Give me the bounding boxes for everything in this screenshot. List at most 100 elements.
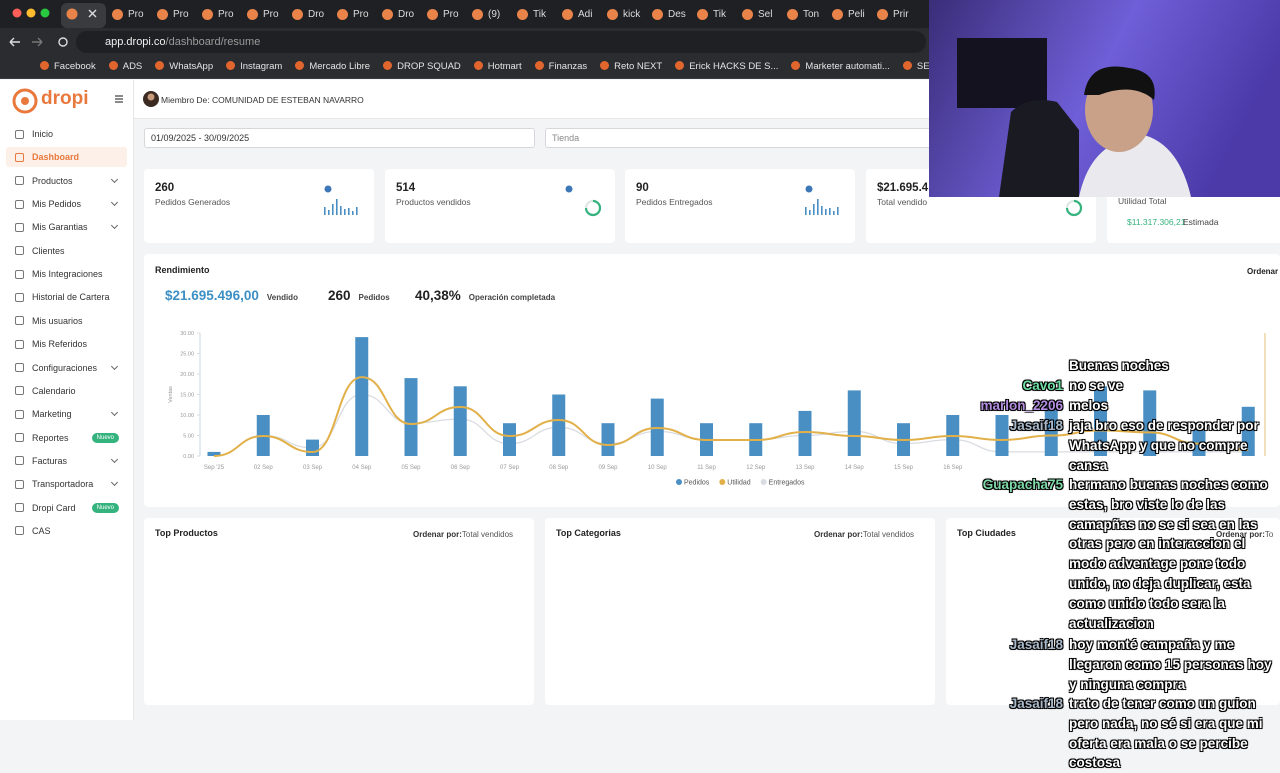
- menu-item[interactable]: Transportadora: [6, 474, 127, 494]
- menu-icon: [15, 152, 24, 162]
- panel-sort[interactable]: Ordenar por:Total vendidos: [814, 530, 914, 539]
- menu-item[interactable]: Marketing: [6, 404, 127, 424]
- menu-item[interactable]: Dashboard: [6, 147, 127, 168]
- panel-sort[interactable]: Ordenar por:Total vendidos: [413, 530, 513, 539]
- tab-icon: [157, 8, 168, 20]
- menu-item[interactable]: Mis Referidos: [6, 334, 127, 354]
- menu-chevron: [110, 362, 119, 370]
- browser-tab[interactable]: (9): [472, 6, 500, 22]
- browser-tab[interactable]: Dro: [292, 6, 324, 22]
- browser-tab[interactable]: Peli: [832, 6, 865, 22]
- tab-title: Pro: [443, 8, 459, 20]
- panel-sort[interactable]: Ordenar por:To: [1216, 530, 1273, 539]
- menu-item[interactable]: Mis Pedidos: [6, 194, 127, 214]
- chat-text: jaja bro eso de responder por WhatsApp y…: [1069, 418, 1259, 473]
- bookmark[interactable]: ADS: [109, 61, 143, 72]
- browser-tab[interactable]: Sel: [742, 6, 772, 22]
- performance-sort[interactable]: Ordenar: [1247, 267, 1279, 276]
- menu-label: Reportes: [32, 432, 69, 443]
- x-tick-label: 11 Sep: [697, 465, 716, 471]
- tab-icon: [427, 8, 438, 20]
- tab-icon: [472, 8, 483, 20]
- legend-label: Pedidos: [684, 480, 710, 487]
- bookmark[interactable]: Mercado Libre: [295, 61, 370, 72]
- tab-title: Tik: [713, 8, 726, 20]
- browser-tab[interactable]: Prir: [877, 6, 909, 22]
- browser-tab[interactable]: Pro: [157, 6, 189, 22]
- menu-item[interactable]: Historial de Cartera: [6, 287, 127, 307]
- menu-item[interactable]: Facturas: [6, 451, 127, 471]
- menu-icon: [15, 269, 24, 279]
- bookmark[interactable]: Marketer automati...: [791, 61, 889, 72]
- x-tick-label: 04 Sep: [352, 465, 372, 471]
- menu-icon: [15, 526, 24, 536]
- url: app.dropi.co/dashboard/resume: [105, 36, 260, 48]
- menu-item[interactable]: Configuraciones: [6, 358, 127, 378]
- x-tick-label: 15 Sep: [894, 465, 914, 471]
- performance-title: Rendimiento: [155, 265, 210, 275]
- browser-tab[interactable]: Dro: [382, 6, 414, 22]
- browser-tab[interactable]: Tik: [697, 6, 726, 22]
- date-range-input[interactable]: 01/09/2025 - 30/09/2025: [144, 128, 535, 148]
- menu-badge: Nuevo: [91, 502, 119, 513]
- bookmark[interactable]: Hotmart: [474, 61, 522, 72]
- bookmark[interactable]: Facebook: [40, 61, 96, 72]
- browser-tab[interactable]: kick: [607, 6, 640, 22]
- menu-item[interactable]: Inicio: [6, 124, 127, 144]
- browser-tab[interactable]: Adi: [562, 6, 592, 22]
- stat: 40,38% Operación completada: [415, 287, 555, 305]
- browser-tab[interactable]: Ton: [787, 6, 819, 22]
- browser-tab[interactable]: Pro: [427, 6, 459, 22]
- sort-value: Total vendidos: [461, 530, 514, 539]
- store-select[interactable]: Tienda: [545, 128, 945, 148]
- panel-title: Top Productos: [155, 528, 218, 538]
- menu-item[interactable]: Mis Integraciones: [6, 264, 127, 284]
- chat-text: hoy monté campaña y me llegaron como 15 …: [1069, 637, 1272, 692]
- browser-tab[interactable]: Pro: [247, 6, 279, 22]
- menu-label: Marketing: [32, 409, 72, 420]
- menu-chevron: [110, 222, 119, 230]
- tab-icon: [517, 8, 528, 20]
- tab-icon: [652, 8, 663, 20]
- menu-label: Configuraciones: [32, 362, 98, 373]
- card-value: 260: [155, 182, 175, 194]
- menu-label: Calendario: [32, 385, 76, 396]
- menu-item[interactable]: Productos: [6, 171, 127, 191]
- tab-title: Ton: [803, 8, 820, 20]
- menu-badge: Nuevo: [91, 432, 119, 443]
- bar: [1044, 402, 1058, 456]
- tab-icon: [832, 8, 843, 20]
- bookmark[interactable]: DROP SQUAD: [383, 61, 461, 72]
- y-axis-label: Ventas: [168, 386, 174, 403]
- browser-tab[interactable]: Pro: [337, 6, 369, 22]
- menu-item[interactable]: Calendario: [6, 381, 127, 401]
- bookmark[interactable]: Instagram: [226, 61, 282, 72]
- tab-icon: [787, 8, 798, 20]
- menu-icon: [15, 409, 24, 419]
- bookmark[interactable]: Reto NEXT: [600, 61, 662, 72]
- bookmark[interactable]: Finanzas: [535, 61, 588, 72]
- menu-toggle[interactable]: [114, 94, 124, 104]
- x-tick-label: 13 Sep: [795, 465, 815, 471]
- browser-tab[interactable]: Des: [652, 6, 686, 22]
- menu-item[interactable]: CAS: [6, 521, 127, 541]
- url-field[interactable]: app.dropi.co/dashboard/resume: [76, 31, 926, 53]
- menu-item[interactable]: Mis Garantias: [6, 217, 127, 237]
- menu-item[interactable]: Mis usuarios: [6, 311, 127, 331]
- browser-tab[interactable]: Pro: [202, 6, 234, 22]
- bookmark[interactable]: Erick HACKS DE S...: [675, 61, 778, 72]
- menu-item[interactable]: Clientes: [6, 241, 127, 261]
- bookmark[interactable]: WhatsApp: [155, 61, 213, 72]
- menu-item[interactable]: Dropi Card Nuevo: [6, 498, 127, 518]
- panel: Top Productos Ordenar por:Total vendidos: [144, 518, 534, 705]
- browser-tab[interactable]: Tik: [517, 6, 546, 22]
- x-tick-label: 10 Sep: [648, 465, 668, 471]
- menu-icon: [15, 386, 24, 396]
- card-value: 90: [636, 182, 649, 194]
- browser-tab[interactable]: Pro: [112, 6, 144, 22]
- menu-item[interactable]: Reportes Nuevo: [6, 428, 127, 448]
- menu-icon: [15, 479, 24, 489]
- bar: [1094, 386, 1107, 456]
- menu-label: Transportadora: [32, 479, 94, 490]
- bar: [601, 423, 615, 456]
